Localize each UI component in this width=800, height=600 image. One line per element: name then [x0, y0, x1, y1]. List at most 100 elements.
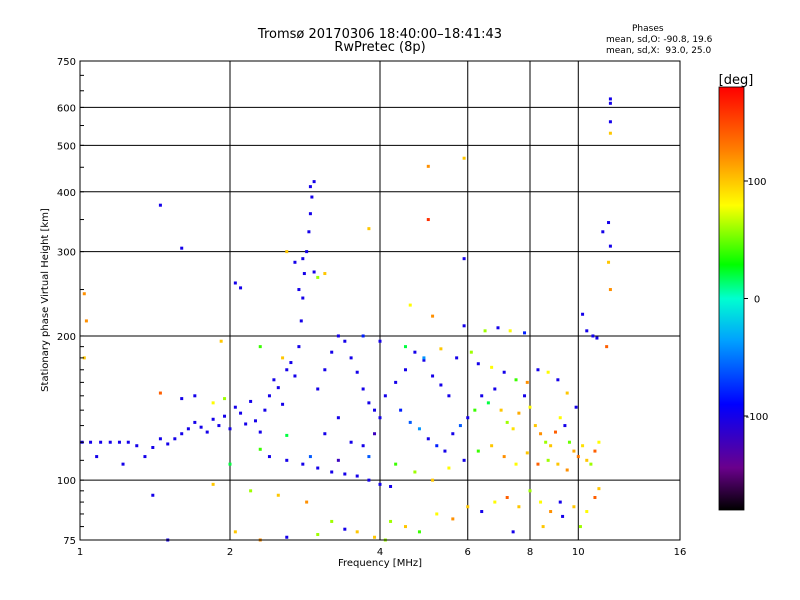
data-point	[308, 455, 312, 459]
data-point	[211, 482, 215, 486]
data-point	[228, 462, 232, 466]
data-point	[546, 370, 550, 374]
data-point	[486, 401, 490, 405]
colorbar	[718, 86, 745, 511]
x-tick-label: 4	[377, 547, 383, 558]
data-point	[143, 455, 147, 459]
data-point	[462, 156, 466, 160]
data-point	[431, 314, 435, 318]
data-point	[361, 334, 365, 338]
data-point	[82, 356, 86, 360]
data-point	[435, 512, 439, 516]
data-point	[455, 356, 459, 360]
data-point	[597, 487, 601, 491]
data-point	[493, 387, 497, 391]
data-point	[173, 437, 177, 441]
data-point	[476, 362, 480, 366]
data-point	[361, 387, 365, 391]
data-point	[544, 440, 548, 444]
data-point	[389, 519, 393, 523]
data-point	[399, 408, 403, 412]
data-point	[403, 368, 407, 372]
data-point	[581, 312, 585, 316]
data-point	[316, 387, 320, 391]
data-point	[567, 440, 571, 444]
data-point	[546, 458, 550, 462]
data-point	[581, 444, 585, 448]
data-point	[608, 288, 612, 292]
data-point	[565, 391, 569, 395]
y-tick-label: 300	[57, 248, 76, 259]
x-tick-label: 8	[527, 547, 533, 558]
x-tick-label: 6	[465, 547, 471, 558]
data-point	[336, 416, 340, 420]
data-point	[233, 281, 237, 285]
data-point	[211, 417, 215, 421]
data-point	[373, 432, 377, 436]
data-point	[158, 437, 162, 441]
data-point	[305, 500, 309, 504]
data-point	[589, 462, 593, 466]
data-point	[431, 478, 435, 482]
data-point	[316, 466, 320, 470]
data-point	[462, 257, 466, 261]
data-point	[239, 286, 243, 290]
x-tick-label: 10	[572, 547, 585, 558]
data-point	[383, 394, 387, 398]
data-point	[490, 365, 494, 369]
data-point	[394, 462, 398, 466]
data-point	[349, 440, 353, 444]
data-point	[578, 525, 582, 529]
data-point	[186, 427, 190, 431]
data-point	[289, 361, 293, 365]
data-point	[417, 530, 421, 534]
data-point	[312, 180, 316, 184]
data-point	[336, 334, 340, 338]
x-axis-label: Frequency [MHz]	[338, 558, 422, 569]
data-point	[447, 466, 451, 470]
data-point	[394, 380, 398, 384]
data-point	[593, 449, 597, 453]
y-tick-label: 75	[63, 536, 76, 547]
data-point	[253, 419, 257, 423]
data-point	[285, 458, 289, 462]
colorbar-tick-label: -100	[746, 412, 769, 423]
data-point	[193, 394, 197, 398]
data-point	[233, 405, 237, 409]
data-point	[447, 394, 451, 398]
data-point	[258, 430, 262, 434]
phases-stats-x: mean, sd,X: 93.0, 25.0	[606, 46, 712, 56]
data-point	[151, 445, 155, 449]
data-point	[536, 462, 540, 466]
data-point	[525, 380, 529, 384]
colorbar-ticks: 100 0 -100	[744, 177, 768, 423]
data-point	[443, 449, 447, 453]
data-point	[330, 519, 334, 523]
colorbar-label: [deg]	[719, 73, 754, 88]
data-point	[480, 510, 484, 514]
data-point	[514, 462, 518, 466]
data-point	[244, 422, 248, 426]
x-tick-label: 1	[77, 547, 83, 558]
data-point	[180, 397, 184, 401]
colorbar-tick-label: 0	[754, 295, 760, 306]
data-point	[439, 383, 443, 387]
data-point	[408, 420, 412, 424]
data-point	[536, 368, 540, 372]
data-point	[267, 394, 271, 398]
x-tick-label: 2	[227, 547, 233, 558]
data-point	[276, 386, 280, 390]
data-point	[297, 288, 301, 292]
data-point	[343, 339, 347, 343]
data-point	[403, 525, 407, 529]
data-point	[525, 451, 529, 455]
data-point	[285, 250, 289, 254]
data-point	[565, 468, 569, 472]
data-point	[558, 500, 562, 504]
data-point	[373, 408, 377, 412]
y-tick-label: 100	[57, 476, 76, 487]
data-point	[585, 458, 589, 462]
data-point	[108, 440, 112, 444]
data-point	[593, 495, 597, 499]
data-point	[473, 408, 477, 412]
